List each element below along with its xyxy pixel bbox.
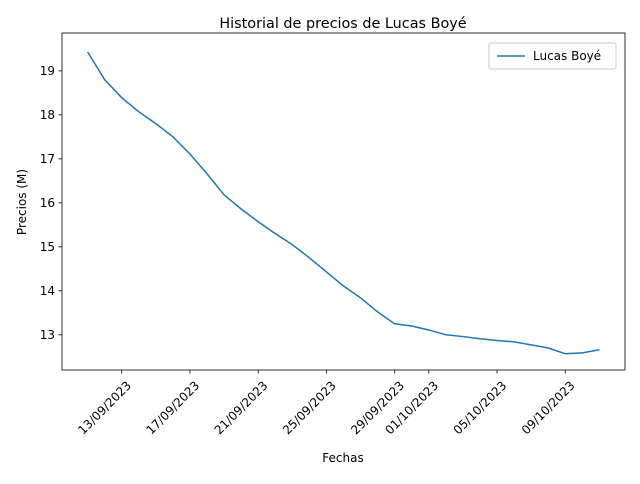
x-tick-label: 05/10/2023 bbox=[451, 378, 510, 437]
y-tick-label: 13 bbox=[40, 328, 55, 342]
y-tick-label: 17 bbox=[40, 152, 55, 166]
x-tick-label: 21/09/2023 bbox=[212, 378, 271, 437]
y-tick-label: 15 bbox=[40, 240, 55, 254]
x-tick-label: 17/09/2023 bbox=[143, 378, 202, 437]
y-tick-label: 19 bbox=[40, 64, 55, 78]
y-tick-label: 16 bbox=[40, 196, 55, 210]
y-tick-label: 18 bbox=[40, 108, 55, 122]
x-tick-label: 09/10/2023 bbox=[519, 378, 578, 437]
y-axis-label: Precios (M) bbox=[15, 169, 29, 235]
plot-frame bbox=[61, 32, 626, 371]
line-series bbox=[86, 51, 600, 355]
y-tick-label: 14 bbox=[40, 284, 55, 298]
x-axis-label: Fechas bbox=[322, 451, 363, 465]
x-tick-label: 25/09/2023 bbox=[280, 378, 339, 437]
legend-label: Lucas Boyé bbox=[533, 49, 601, 63]
x-tick-label: 13/09/2023 bbox=[75, 378, 134, 437]
legend-box bbox=[488, 42, 617, 70]
chart-title: Historial de precios de Lucas Boyé bbox=[219, 16, 466, 32]
